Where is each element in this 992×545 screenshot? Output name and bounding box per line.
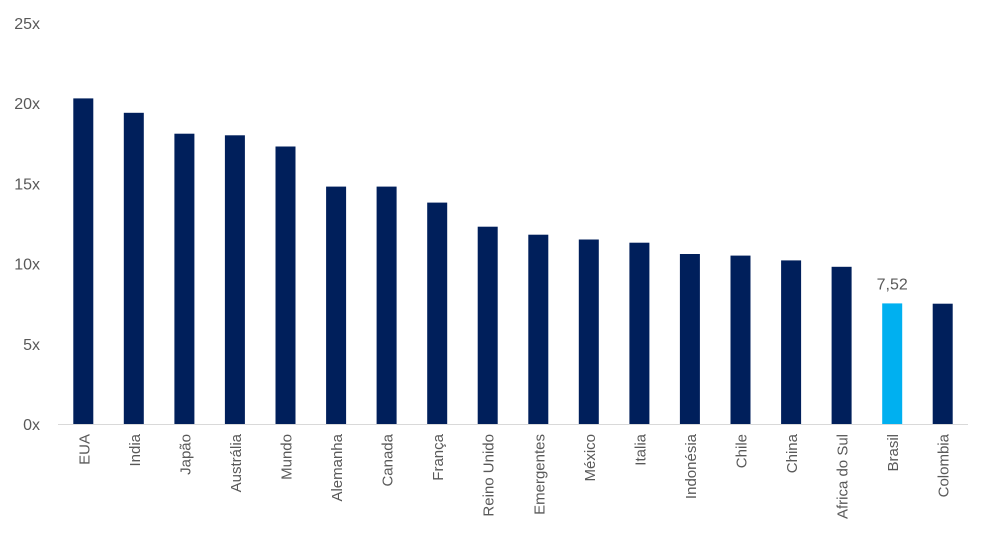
bar <box>174 133 195 424</box>
y-axis-ticks: 0x 5x 10x 15x 20x 25x <box>14 16 40 434</box>
x-tick-label: Mundo <box>279 434 296 480</box>
bar <box>73 98 94 425</box>
bar <box>932 303 953 424</box>
x-tick-label: Colombia <box>936 433 953 497</box>
x-tick-label: Africa do Sul <box>835 434 852 519</box>
bar <box>275 146 296 424</box>
bar <box>123 112 144 425</box>
bar <box>781 260 802 424</box>
y-tick-label: 0x <box>23 417 40 434</box>
y-tick-label: 20x <box>14 96 40 113</box>
x-tick-label: França <box>430 433 447 480</box>
x-tick-label: China <box>784 433 801 473</box>
bar <box>730 255 751 424</box>
bar <box>578 239 599 424</box>
x-tick-label: India <box>127 433 144 466</box>
x-tick-label: Japão <box>177 434 194 475</box>
x-tick-label: EUA <box>76 434 93 465</box>
data-label: 7,52 <box>877 276 908 293</box>
y-tick-label: 5x <box>23 337 40 354</box>
bar <box>679 254 700 424</box>
bar <box>326 186 347 424</box>
data-labels: 7,52 <box>877 276 908 293</box>
bar <box>427 202 448 424</box>
bar <box>477 226 498 424</box>
bar <box>629 242 650 424</box>
bar <box>528 234 549 424</box>
y-tick-label: 15x <box>14 176 40 193</box>
x-tick-label: Alemanha <box>329 433 346 501</box>
bar <box>831 266 852 424</box>
x-tick-label: Reino Unido <box>481 434 498 517</box>
bars <box>73 98 953 425</box>
bar <box>224 135 245 425</box>
y-tick-label: 10x <box>14 257 40 274</box>
x-tick-label: Emergentes <box>531 434 548 515</box>
bar <box>376 186 397 424</box>
x-tick-label: Canada <box>380 433 397 486</box>
x-axis-tick-labels: EUA India Japão Austrália Mundo Alemanha Canad… <box>76 433 952 519</box>
x-tick-label: Chile <box>734 434 751 468</box>
x-tick-label: Italia <box>632 433 649 465</box>
x-tick-label: Austrália <box>228 433 245 492</box>
y-tick-label: 25x <box>14 16 40 33</box>
bar <box>882 303 903 424</box>
x-tick-label: Indonésia <box>683 433 700 499</box>
x-tick-label: México <box>582 434 599 482</box>
x-tick-label: Brasil <box>885 434 902 472</box>
